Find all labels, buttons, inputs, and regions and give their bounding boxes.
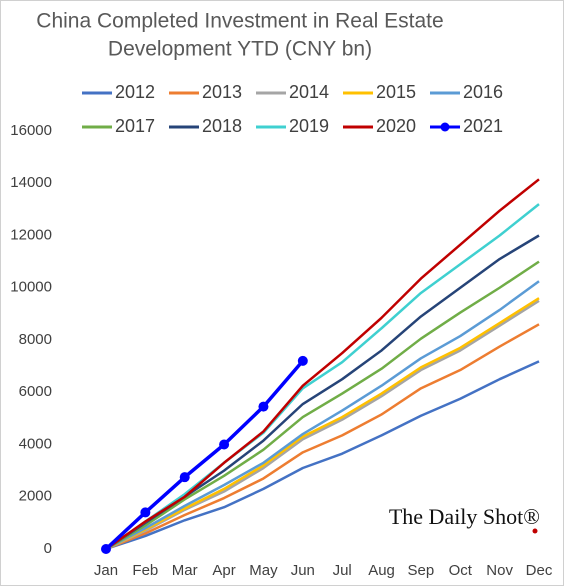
legend-label: 2019: [289, 116, 329, 136]
series-line: [105, 360, 540, 551]
x-tick-label: Oct: [449, 562, 473, 579]
x-tick-label: Jun: [291, 562, 315, 579]
x-tick-label: Sep: [408, 562, 435, 579]
y-tick-label: 2000: [19, 488, 52, 505]
y-tick-label: 6000: [19, 383, 52, 400]
series-line: [105, 323, 540, 551]
x-tick-label: Jul: [333, 562, 352, 579]
legend-label: 2016: [463, 82, 503, 102]
chart-title: China Completed Investment in Real Estat…: [36, 10, 443, 33]
y-tick-label: 0: [44, 540, 52, 557]
chart-title: Development YTD (CNY bn): [108, 38, 372, 61]
x-tick-label: Mar: [172, 562, 198, 579]
legend-label: 2017: [115, 116, 155, 136]
series-line: [104, 359, 305, 551]
y-tick-label: 8000: [19, 331, 52, 348]
series-marker: [101, 544, 111, 554]
y-tick-label: 12000: [10, 226, 52, 243]
y-tick-label: 4000: [19, 435, 52, 452]
series-line: [105, 203, 540, 551]
legend-label: 2015: [376, 82, 416, 102]
watermark-dot: [532, 528, 538, 534]
x-tick-label: Apr: [212, 562, 235, 579]
series-line: [105, 178, 540, 551]
x-tick-label: Dec: [526, 562, 553, 579]
y-tick-label: 16000: [10, 122, 52, 139]
x-tick-label: Jan: [94, 562, 118, 579]
series-marker: [297, 355, 308, 366]
series-marker: [140, 507, 151, 518]
x-tick-label: Nov: [486, 562, 513, 579]
series-marker: [258, 401, 269, 412]
x-tick-label: Aug: [368, 562, 395, 579]
legend-label: 2020: [376, 116, 416, 136]
series-marker: [219, 439, 230, 450]
x-tick-label: Feb: [132, 562, 158, 579]
legend-label: 2021: [463, 116, 503, 136]
watermark: The Daily Shot®: [389, 504, 540, 529]
y-tick-label: 10000: [10, 279, 52, 296]
x-tick-label: May: [249, 562, 278, 579]
legend-marker: [440, 122, 450, 132]
legend-label: 2013: [202, 82, 242, 102]
legend-label: 2014: [289, 82, 329, 102]
series-line: [105, 280, 540, 551]
legend-label: 2012: [115, 82, 155, 102]
series-line: [105, 260, 540, 551]
y-tick-label: 14000: [10, 174, 52, 191]
series-line: [105, 297, 540, 551]
legend-label: 2018: [202, 116, 242, 136]
series-marker: [179, 472, 190, 483]
